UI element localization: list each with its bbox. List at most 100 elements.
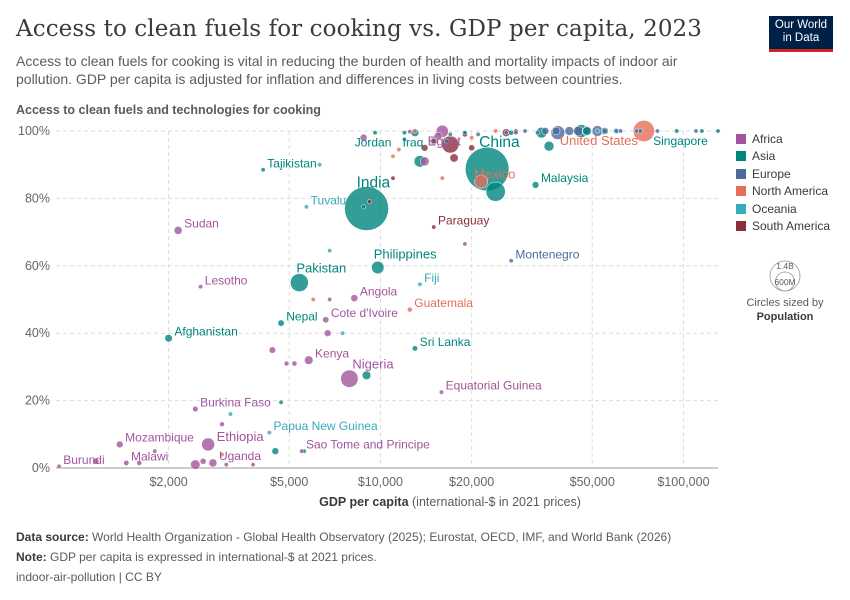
data-point[interactable] bbox=[190, 459, 201, 470]
data-point[interactable] bbox=[439, 175, 445, 181]
data-point[interactable] bbox=[421, 144, 429, 152]
data-point[interactable] bbox=[367, 199, 372, 205]
legend-item-oceania[interactable]: Oceania bbox=[736, 200, 830, 218]
point-singapore[interactable] bbox=[699, 128, 705, 134]
data-point[interactable] bbox=[327, 297, 333, 302]
data-point[interactable] bbox=[412, 128, 418, 134]
data-point[interactable] bbox=[522, 128, 528, 134]
point-tuvalu[interactable] bbox=[303, 204, 309, 210]
data-point[interactable] bbox=[219, 421, 225, 427]
data-point[interactable] bbox=[340, 330, 346, 336]
data-point[interactable] bbox=[310, 297, 316, 302]
data-point[interactable] bbox=[654, 128, 660, 134]
data-point[interactable] bbox=[419, 156, 430, 167]
point-united-states[interactable] bbox=[632, 120, 655, 142]
data-point[interactable] bbox=[136, 460, 143, 466]
point-papua-new-guinea[interactable] bbox=[266, 430, 272, 436]
data-point[interactable] bbox=[92, 457, 100, 465]
data-point[interactable] bbox=[693, 128, 699, 134]
data-point[interactable] bbox=[223, 462, 229, 468]
data-point[interactable] bbox=[390, 153, 396, 159]
point-equatorial-guinea[interactable] bbox=[439, 389, 444, 395]
data-point[interactable] bbox=[443, 138, 449, 144]
legend-item-north-america[interactable]: North America bbox=[736, 183, 830, 201]
data-point[interactable] bbox=[396, 147, 402, 152]
data-point[interactable] bbox=[283, 360, 290, 367]
point-philippines[interactable] bbox=[371, 260, 385, 275]
legend-item-europe[interactable]: Europe bbox=[736, 165, 830, 183]
data-point[interactable] bbox=[503, 130, 509, 136]
data-point[interactable] bbox=[327, 248, 333, 254]
data-point[interactable] bbox=[407, 129, 413, 135]
point-mexico[interactable] bbox=[474, 174, 489, 189]
point-burkina-faso[interactable] bbox=[192, 405, 199, 413]
data-point[interactable] bbox=[462, 241, 468, 247]
legend-item-south-america[interactable]: South America bbox=[736, 218, 830, 236]
data-point[interactable] bbox=[401, 130, 407, 136]
data-point[interactable] bbox=[268, 346, 276, 354]
data-point[interactable] bbox=[475, 131, 481, 137]
data-point[interactable] bbox=[390, 175, 396, 181]
data-point[interactable] bbox=[582, 126, 592, 136]
data-point[interactable] bbox=[468, 144, 475, 152]
data-point[interactable] bbox=[564, 126, 575, 136]
legend-item-africa[interactable]: Africa bbox=[736, 130, 830, 148]
data-point[interactable] bbox=[324, 329, 332, 337]
data-point[interactable] bbox=[431, 138, 437, 144]
data-point[interactable] bbox=[543, 140, 555, 152]
data-point[interactable] bbox=[278, 399, 284, 405]
data-point[interactable] bbox=[469, 135, 475, 141]
point-tajikistan[interactable] bbox=[260, 167, 266, 173]
data-point[interactable] bbox=[613, 128, 619, 134]
point-nepal[interactable] bbox=[277, 319, 285, 327]
point-ethiopia[interactable] bbox=[201, 437, 215, 452]
data-point[interactable] bbox=[433, 131, 443, 141]
point-uganda[interactable] bbox=[208, 458, 218, 468]
data-point[interactable] bbox=[199, 457, 207, 465]
data-point[interactable] bbox=[361, 370, 372, 380]
data-point[interactable] bbox=[674, 128, 680, 134]
data-point[interactable] bbox=[551, 126, 561, 136]
data-point[interactable] bbox=[449, 153, 459, 163]
owid-logo[interactable]: Our World in Data bbox=[769, 16, 833, 52]
point-sri-lanka[interactable] bbox=[411, 345, 418, 352]
data-point[interactable] bbox=[401, 136, 407, 142]
point-sudan[interactable] bbox=[173, 226, 183, 235]
data-point[interactable] bbox=[271, 447, 280, 455]
data-point[interactable] bbox=[462, 130, 468, 136]
point-sao-tome-and-principe[interactable] bbox=[299, 448, 305, 454]
chart-slug-license[interactable]: indoor-air-pollution | CC BY bbox=[16, 570, 162, 584]
data-point[interactable] bbox=[152, 448, 158, 454]
point-fiji[interactable] bbox=[417, 281, 423, 287]
point-mozambique[interactable] bbox=[116, 440, 124, 449]
point-afghanistan[interactable] bbox=[164, 334, 173, 343]
data-point[interactable] bbox=[219, 452, 225, 457]
data-point[interactable] bbox=[228, 411, 233, 417]
data-point[interactable] bbox=[250, 462, 256, 468]
data-point[interactable] bbox=[535, 130, 541, 136]
data-point[interactable] bbox=[361, 204, 367, 210]
data-point[interactable] bbox=[447, 131, 453, 137]
data-point[interactable] bbox=[513, 130, 519, 136]
legend-item-asia[interactable]: Asia bbox=[736, 148, 830, 166]
point-jordan[interactable] bbox=[372, 130, 378, 136]
data-point[interactable] bbox=[715, 128, 721, 134]
point-montenegro[interactable] bbox=[508, 258, 514, 264]
data-point[interactable] bbox=[634, 128, 639, 134]
point-malaysia[interactable] bbox=[531, 181, 540, 189]
data-point[interactable] bbox=[594, 128, 600, 134]
data-point[interactable] bbox=[602, 128, 608, 134]
point-burundi[interactable] bbox=[56, 463, 62, 469]
point-pakistan[interactable] bbox=[290, 273, 309, 292]
point-cote-d-ivoire[interactable] bbox=[322, 316, 330, 324]
data-point[interactable] bbox=[485, 181, 506, 202]
data-point[interactable] bbox=[291, 360, 298, 367]
data-point[interactable] bbox=[317, 162, 323, 168]
point-india[interactable] bbox=[344, 186, 389, 231]
point-lesotho[interactable] bbox=[198, 284, 204, 290]
point-nigeria[interactable] bbox=[340, 369, 359, 388]
point-malawi[interactable] bbox=[123, 460, 130, 466]
data-point[interactable] bbox=[541, 127, 550, 135]
data-point[interactable] bbox=[493, 128, 499, 134]
point-angola[interactable] bbox=[350, 294, 359, 302]
